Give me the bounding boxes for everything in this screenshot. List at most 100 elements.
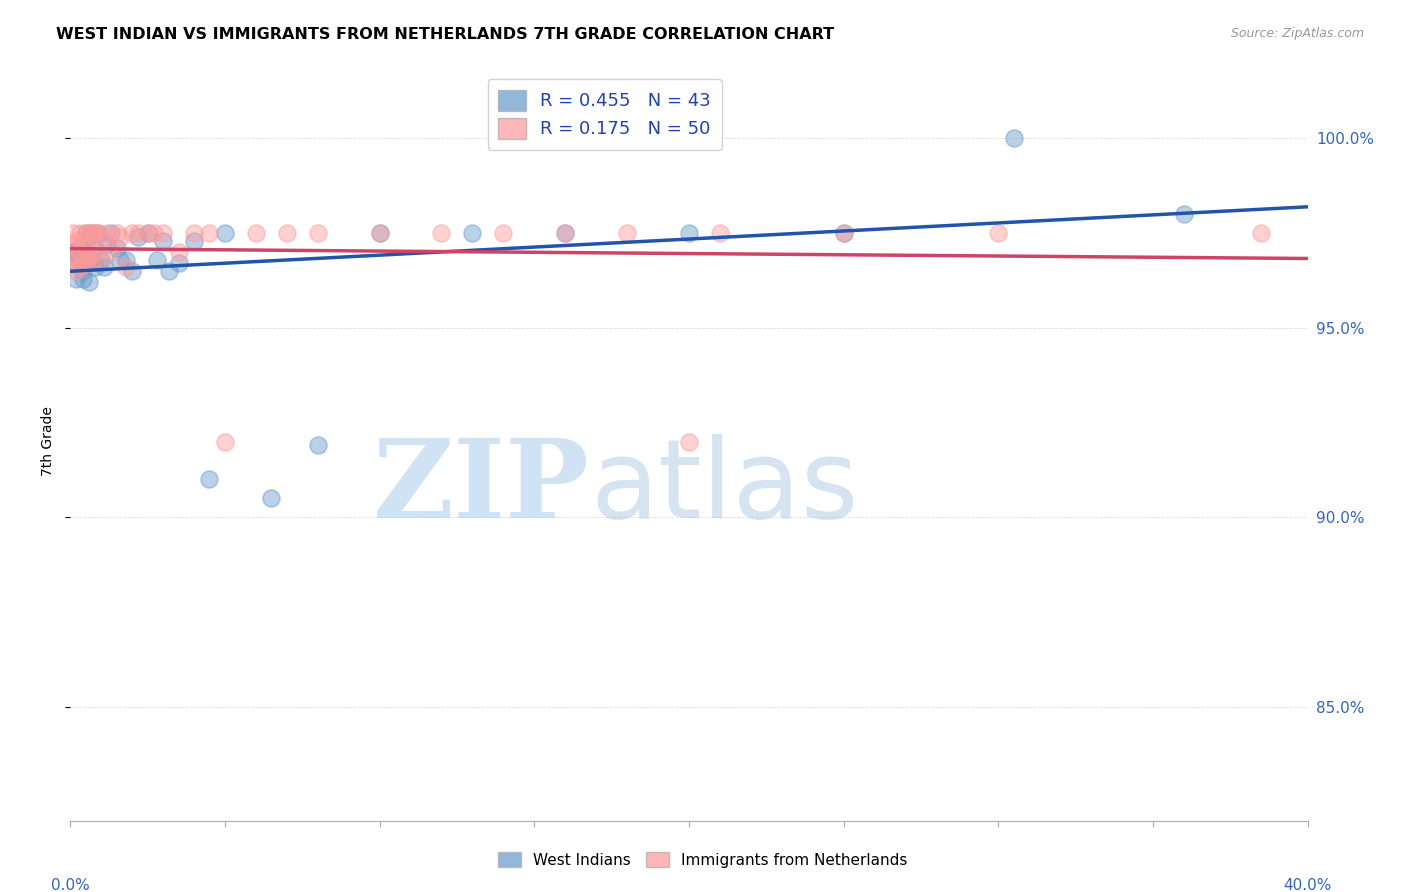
Point [84, 245, 107, 260]
Point [678, 226, 700, 240]
Point [214, 434, 236, 449]
Point [90, 252, 112, 267]
Point [136, 226, 159, 240]
Point [72, 264, 94, 278]
Point [84, 260, 107, 275]
Point [65, 256, 87, 270]
Point [115, 252, 138, 267]
Point [157, 264, 180, 278]
Point [72, 271, 94, 285]
Point [65, 234, 87, 248]
Point [84, 226, 107, 240]
Point [80, 226, 103, 240]
Point [72, 237, 94, 252]
Text: ZIP: ZIP [373, 434, 591, 541]
Point [987, 226, 1010, 240]
Point [368, 226, 391, 240]
Point [77, 226, 100, 240]
Point [430, 226, 453, 240]
Point [65, 249, 87, 263]
Point [75, 226, 97, 240]
Text: Source: ZipAtlas.com: Source: ZipAtlas.com [1230, 27, 1364, 40]
Point [105, 226, 128, 240]
Point [87, 226, 110, 240]
Point [100, 226, 122, 240]
Point [1173, 207, 1195, 221]
Point [152, 226, 174, 240]
Point [62, 245, 84, 260]
Point [75, 226, 97, 240]
Point [77, 230, 100, 244]
Text: 40.0%: 40.0% [1284, 878, 1331, 892]
Point [167, 245, 190, 260]
Point [198, 226, 221, 240]
Point [709, 226, 731, 240]
Point [108, 230, 131, 244]
Point [492, 226, 515, 240]
Point [90, 252, 112, 267]
Point [183, 234, 205, 248]
Point [832, 226, 855, 240]
Point [87, 226, 110, 240]
Point [1250, 226, 1272, 240]
Text: atlas: atlas [591, 434, 859, 541]
Legend: R = 0.455   N = 43, R = 0.175   N = 50: R = 0.455 N = 43, R = 0.175 N = 50 [488, 79, 721, 150]
Legend: West Indians, Immigrants from Netherlands: West Indians, Immigrants from Netherland… [491, 844, 915, 875]
Point [75, 256, 97, 270]
Point [96, 226, 118, 240]
Point [69, 226, 91, 240]
Point [167, 256, 190, 270]
Point [62, 256, 84, 270]
Point [105, 241, 128, 255]
Point [245, 226, 267, 240]
Point [75, 241, 97, 255]
Point [368, 226, 391, 240]
Point [121, 264, 143, 278]
Point [276, 226, 298, 240]
Point [142, 226, 165, 240]
Point [146, 252, 169, 267]
Point [461, 226, 484, 240]
Point [65, 264, 87, 278]
Point [616, 226, 638, 240]
Point [554, 226, 576, 240]
Point [1002, 131, 1025, 145]
Point [69, 241, 91, 255]
Point [832, 226, 855, 240]
Point [69, 260, 91, 275]
Point [77, 249, 100, 263]
Point [77, 276, 100, 290]
Point [80, 256, 103, 270]
Point [307, 226, 329, 240]
Point [62, 226, 84, 240]
Point [127, 230, 149, 244]
Point [554, 226, 576, 240]
Point [115, 260, 138, 275]
Point [307, 438, 329, 452]
Point [100, 245, 122, 260]
Point [260, 491, 283, 506]
Point [69, 249, 91, 263]
Point [127, 226, 149, 240]
Point [69, 245, 91, 260]
Point [84, 241, 107, 255]
Point [136, 226, 159, 240]
Point [75, 256, 97, 270]
Point [80, 226, 103, 240]
Point [152, 234, 174, 248]
Y-axis label: 7th Grade: 7th Grade [41, 407, 55, 476]
Text: WEST INDIAN VS IMMIGRANTS FROM NETHERLANDS 7TH GRADE CORRELATION CHART: WEST INDIAN VS IMMIGRANTS FROM NETHERLAN… [56, 27, 834, 42]
Point [108, 252, 131, 267]
Point [80, 252, 103, 267]
Point [183, 226, 205, 240]
Point [60, 245, 83, 260]
Point [214, 226, 236, 240]
Text: 0.0%: 0.0% [51, 878, 90, 892]
Point [198, 473, 221, 487]
Point [72, 252, 94, 267]
Point [62, 237, 84, 252]
Point [678, 434, 700, 449]
Point [93, 234, 115, 248]
Point [121, 226, 143, 240]
Point [65, 271, 87, 285]
